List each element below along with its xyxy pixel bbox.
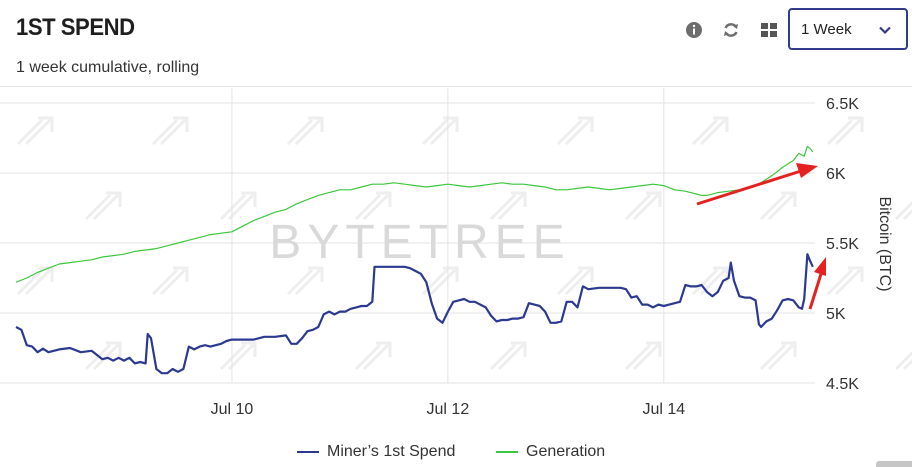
series-line-miners-1st-spend — [15, 253, 814, 375]
watermark-glyph — [624, 191, 662, 221]
y-tick-label: 6.5K — [826, 96, 859, 113]
watermark-glyph — [84, 341, 122, 371]
watermark-glyph — [286, 116, 324, 146]
y-tick-label: 6K — [826, 166, 846, 183]
watermark-glyph — [219, 191, 257, 221]
series-layer — [15, 145, 814, 375]
x-axis: Jul 10 Jul 12 Jul 14 — [211, 401, 686, 418]
watermark-glyph — [894, 350, 912, 371]
grid-icon[interactable] — [759, 20, 779, 40]
chart-grid — [0, 88, 815, 384]
watermark-glyph — [489, 191, 527, 221]
watermark-glyph — [894, 200, 912, 221]
watermark-glyph — [421, 116, 459, 146]
page-title: 1ST SPEND — [16, 14, 135, 41]
y-tick-label: 5K — [826, 306, 846, 323]
watermark-glyph — [286, 266, 324, 296]
scrollbar-thumb[interactable] — [876, 461, 912, 467]
watermark-glyph — [624, 341, 662, 371]
watermark-glyph — [556, 116, 594, 146]
watermark-glyph — [84, 191, 122, 221]
chevron-down-icon — [878, 23, 892, 42]
watermark-pattern — [16, 116, 912, 371]
chart-legend: Miner’s 1st Spend Generation — [0, 443, 912, 463]
watermark-glyph — [759, 191, 797, 221]
watermark-glyph — [556, 266, 594, 296]
watermark-glyph — [826, 266, 864, 296]
watermark-glyph — [826, 116, 864, 146]
header-divider — [0, 86, 912, 87]
y-tick-label: 4.5K — [826, 376, 859, 393]
watermark-glyph — [16, 266, 54, 296]
x-tick-label: Jul 10 — [211, 401, 254, 418]
watermark-glyph — [489, 341, 527, 371]
info-icon[interactable] — [684, 20, 704, 40]
watermark-glyph — [151, 266, 189, 296]
watermark-glyph — [151, 116, 189, 146]
x-tick-label: Jul 14 — [642, 401, 685, 418]
y-tick-label: 5.5K — [826, 236, 859, 253]
annotation-arrow — [808, 257, 826, 310]
watermark-glyph — [759, 341, 797, 371]
watermark-glyph — [219, 341, 257, 371]
legend-item-generation[interactable]: Generation — [496, 443, 605, 461]
series-line-generation — [15, 145, 814, 283]
watermark-glyph — [354, 191, 392, 221]
page-subtitle: 1 week cumulative, rolling — [16, 59, 200, 76]
x-tick-label: Jul 12 — [427, 401, 470, 418]
y-axis-label: Bitcoin (BTC) — [876, 196, 893, 291]
period-select-value: 1 Week — [801, 21, 852, 38]
y-axis: 4.5K 5K 5.5K 6K 6.5K — [826, 96, 859, 393]
legend-label: Generation — [526, 443, 606, 460]
watermark-text: BYTETREE — [269, 216, 570, 269]
legend-swatch — [297, 451, 319, 453]
period-select[interactable]: 1 Week — [788, 8, 908, 50]
legend-swatch — [496, 451, 518, 453]
legend-item-miners-1st-spend[interactable]: Miner’s 1st Spend — [297, 443, 455, 461]
watermark-glyph — [354, 341, 392, 371]
watermark-glyph — [16, 116, 54, 146]
annotation-arrow — [696, 163, 818, 206]
refresh-icon[interactable] — [721, 20, 741, 40]
watermark-glyph — [691, 116, 729, 146]
annotation-arrows — [696, 163, 826, 310]
legend-label: Miner’s 1st Spend — [327, 443, 456, 460]
